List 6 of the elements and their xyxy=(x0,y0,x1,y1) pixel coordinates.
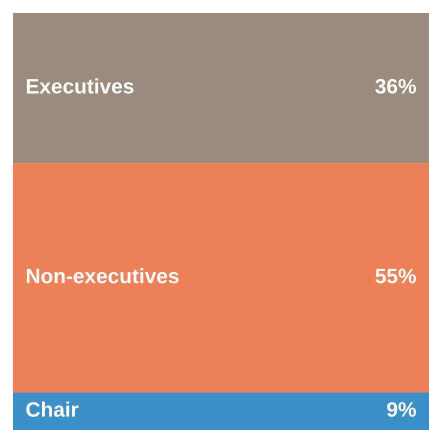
data-label: 9% xyxy=(387,402,416,417)
data-label: 36% xyxy=(375,78,416,94)
series-label: Chair xyxy=(26,402,78,417)
series-label: Executives xyxy=(26,78,134,94)
data-label: 55% xyxy=(375,268,416,284)
series-label: Non-executives xyxy=(26,268,179,284)
